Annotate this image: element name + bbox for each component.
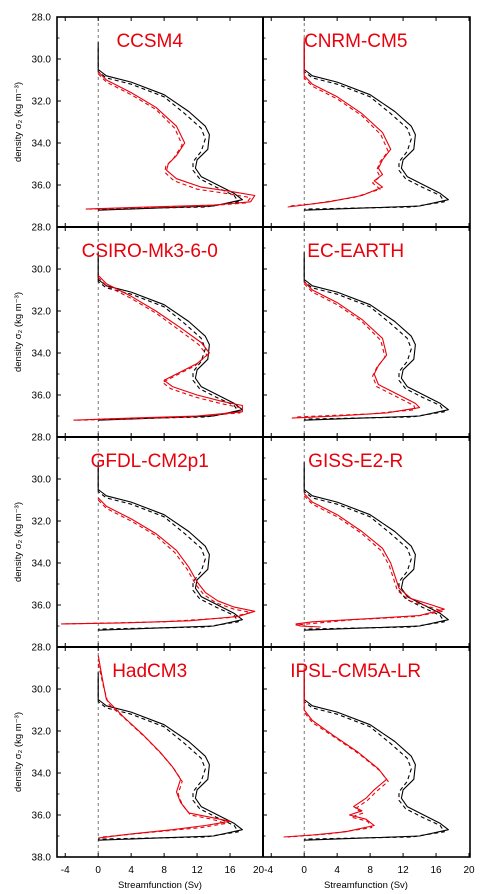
y-tick-label: 28.0 [32, 643, 52, 654]
panel-title: CCSM4 [116, 31, 183, 52]
x-tick-label: 0 [301, 865, 307, 876]
y-tick-label: 38.0 [32, 853, 52, 864]
panel-ec-earth: EC-EARTH [291, 227, 449, 437]
model-solid-line [73, 274, 243, 421]
x-tick-label: -4 [61, 865, 70, 876]
model-solid-line [97, 655, 231, 839]
reference-dashed-line [97, 48, 239, 210]
y-axis-title: density σ₂ (kg m⁻³) [13, 82, 24, 162]
reference-dashed-line [303, 468, 445, 630]
reference-dashed-line [303, 258, 445, 420]
model-dashed-line [89, 73, 252, 210]
reference-dashed-line [97, 678, 239, 840]
x-tick-label: 12 [192, 865, 204, 876]
panel-title: GISS-E2-R [308, 451, 403, 472]
y-tick-label: 36.0 [32, 811, 52, 822]
y-tick-label: 28.0 [32, 433, 52, 444]
x-tick-label: 4 [334, 865, 340, 876]
reference-dashed-line [303, 48, 445, 210]
model-dashed-line [289, 48, 389, 207]
y-tick-label: 30.0 [32, 475, 52, 486]
y-tick-label: 30.0 [32, 265, 52, 276]
x-axis-title: Streamfunction (Sv) [324, 880, 408, 891]
y-axis-title: density σ₂ (kg m⁻³) [13, 712, 24, 792]
x-tick-label: 20-4 [253, 865, 273, 876]
x-tick-label: 4 [128, 865, 134, 876]
model-dashed-line [295, 283, 416, 418]
reference-solid-line [97, 252, 243, 421]
reference-dashed-line [97, 468, 239, 630]
y-tick-label: 30.0 [32, 685, 52, 696]
panel-ipsl-cm5a-lr: IPSL-CM5A-LR [283, 647, 449, 857]
reference-solid-line [303, 672, 449, 841]
x-tick-label: 20 [463, 865, 475, 876]
y-tick-label: 32.0 [32, 727, 52, 738]
model-dashed-line [295, 495, 444, 628]
model-solid-line [287, 38, 392, 208]
panel-title: CNRM-CM5 [304, 31, 407, 52]
panel-title: GFDL-CM2p1 [91, 451, 209, 472]
y-tick-label: 30.0 [32, 55, 52, 66]
y-axis: 28.0 30.0 32.0 34.0 36.0 density σ₂ (kg m⁻³) 2… [13, 13, 267, 864]
panel-cnrm-cm5: CNRM-CM5 [287, 17, 449, 227]
model-solid-line [283, 668, 388, 838]
y-tick-label: 36.0 [32, 601, 52, 612]
y-axis-title: density σ₂ (kg m⁻³) [13, 292, 24, 372]
y-tick-label: 34.0 [32, 139, 52, 150]
reference-solid-line [97, 672, 243, 841]
x-tick-label: 12 [398, 865, 410, 876]
model-solid-line [85, 71, 256, 210]
y-tick-label: 34.0 [32, 349, 52, 360]
y-tick-label: 34.0 [32, 559, 52, 570]
model-dashed-line [65, 499, 252, 625]
x-tick-label: 8 [367, 865, 373, 876]
panel-title: EC-EARTH [307, 241, 404, 262]
model-solid-line [295, 493, 445, 628]
model-dashed-line [77, 277, 241, 421]
y-tick-label: 36.0 [32, 181, 52, 192]
y-tick-label: 32.0 [32, 517, 52, 528]
panel-hadcm3: HadCM3 [97, 647, 243, 857]
y-tick-label: 32.0 [32, 97, 52, 108]
model-dashed-line [97, 663, 227, 838]
reference-solid-line [97, 42, 243, 211]
y-tick-label: 36.0 [32, 391, 52, 402]
panel-grid: CCSM4 CNRM-CM5 CSIRO-Mk3-6-0 EC-EARTH GFDL-C… [61, 17, 449, 857]
y-tick-label: 34.0 [32, 769, 52, 780]
panel-ccsm4: CCSM4 [85, 17, 256, 227]
reference-dashed-line [303, 678, 445, 840]
reference-solid-line [303, 462, 449, 631]
y-tick-label: 28.0 [32, 13, 52, 24]
panel-gfdl-cm2p1: GFDL-CM2p1 [61, 437, 256, 647]
y-axis-title: density σ₂ (kg m⁻³) [13, 502, 24, 582]
x-tick-label: 0 [95, 865, 101, 876]
panel-title: HadCM3 [112, 661, 187, 682]
reference-solid-line [303, 42, 449, 211]
panel-title: CSIRO-Mk3-6-0 [82, 241, 218, 262]
reference-solid-line [303, 252, 449, 421]
x-tick-label: 16 [224, 865, 236, 876]
x-axis: -4 0 4 8 12 16 20-4 Streamfunction (Sv) 0 4 8 12 16 2… [61, 17, 475, 891]
y-tick-label: 32.0 [32, 307, 52, 318]
y-tick-label: 28.0 [32, 223, 52, 234]
x-axis-title: Streamfunction (Sv) [118, 880, 202, 891]
x-tick-label: 16 [430, 865, 442, 876]
x-tick-label: 8 [161, 865, 167, 876]
panel-title: IPSL-CM5A-LR [290, 661, 421, 682]
panel-csiro-mk3-6-0: CSIRO-Mk3-6-0 [73, 227, 243, 437]
reference-solid-line [97, 462, 243, 631]
panel-giss-e2-r: GISS-E2-R [295, 437, 449, 647]
